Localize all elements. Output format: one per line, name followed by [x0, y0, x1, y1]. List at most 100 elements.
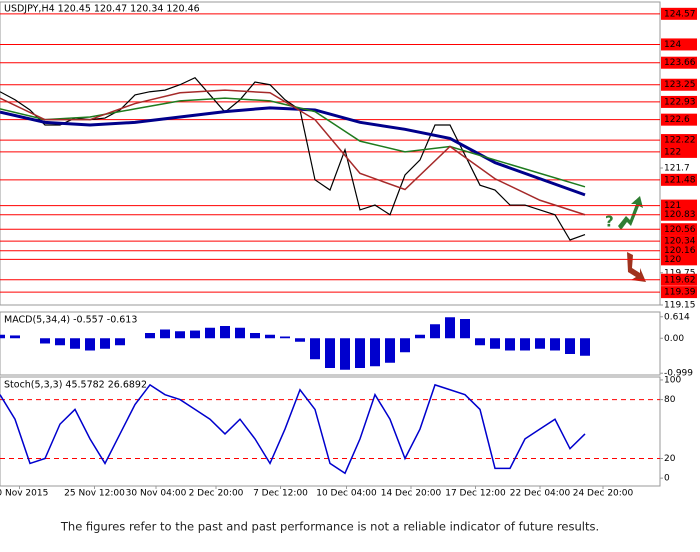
y-tick-label: 0 [664, 474, 670, 484]
x-tick-label: 25 Nov 12:00 [64, 489, 125, 499]
level-label: 122.22 [664, 136, 696, 146]
level-tag [661, 113, 697, 126]
level-tag [661, 95, 697, 108]
level-label: 122 [664, 147, 681, 157]
level-tag [661, 208, 697, 221]
level-tag [661, 173, 697, 186]
level-label: 119.62 [664, 275, 696, 285]
level-tag [661, 273, 697, 286]
level-label: 124 [664, 40, 681, 50]
histogram-bar [580, 338, 590, 356]
level-tag [661, 56, 697, 69]
y-tick-label: 100 [664, 375, 681, 385]
histogram-bar [520, 338, 530, 351]
histogram-bar [40, 338, 50, 344]
chart-title: USDJPY,H4 120.45 120.47 120.34 120.46 [4, 4, 200, 15]
y-tick-label: 20 [664, 454, 676, 464]
level-label: 120.34 [664, 237, 696, 247]
level-label: 121.48 [664, 175, 696, 185]
level-label: 120.56 [664, 225, 696, 235]
histogram-bar [220, 326, 230, 339]
histogram-bar [115, 338, 125, 346]
histogram-bar [370, 338, 380, 367]
histogram-bar [430, 324, 440, 339]
histogram-bar [100, 338, 110, 349]
x-tick-label: 24 Dec 20:00 [573, 489, 634, 499]
stoch-panel [0, 376, 661, 487]
level-label: 120 [664, 255, 681, 265]
histogram-bar [295, 338, 305, 342]
disclaimer: The figures refer to the past and past p… [60, 520, 599, 534]
histogram-bar [535, 338, 545, 349]
histogram-bar [250, 333, 260, 339]
series-line [0, 383, 586, 475]
histogram-bar [340, 338, 350, 370]
histogram-bar [280, 336, 290, 339]
histogram-bar [55, 338, 65, 346]
histogram-bar [190, 330, 200, 339]
level-tag [661, 286, 697, 299]
y-tick-label: -0.999 [664, 369, 693, 379]
x-tick-label: 10 Dec 04:00 [316, 489, 377, 499]
panel-1: 0.614 0.00 -0.999 [0, 312, 693, 379]
panel-2: 100 80 20 0 [0, 375, 681, 484]
level-tag [661, 199, 697, 212]
histogram-bar [475, 338, 485, 346]
level-tag [661, 134, 697, 147]
level-label: 124.57 [664, 9, 696, 19]
level-tag [661, 253, 697, 266]
x-tick-label: 20 Nov 2015 [0, 489, 48, 499]
histogram-bar [400, 338, 410, 353]
level-label: 122.93 [664, 97, 696, 107]
histogram-bar [160, 329, 170, 339]
down-arrow [627, 252, 646, 282]
series-line [0, 106, 586, 197]
y-tick-label: 0.00 [664, 334, 684, 344]
level-label: 119.39 [664, 288, 696, 298]
histogram-bar [415, 334, 425, 339]
macd-panel [0, 311, 661, 376]
level-label: 120.16 [664, 246, 696, 256]
histogram-bar [355, 338, 365, 368]
y-tick-label: 121.7 [664, 164, 690, 174]
y-tick-label: 119.75 [664, 268, 696, 278]
histogram-bar [325, 338, 335, 368]
y-tick-label: 80 [664, 395, 676, 405]
histogram-bar [565, 338, 575, 354]
histogram-bar [175, 331, 185, 339]
level-label: 123.25 [664, 80, 696, 90]
main-panel [0, 1, 661, 306]
histogram-bar [445, 317, 455, 339]
level-label: 123.66 [664, 58, 696, 68]
series-line [0, 77, 586, 241]
histogram-bar [490, 338, 500, 349]
level-label: 121 [664, 201, 681, 211]
histogram-bar [460, 319, 470, 339]
x-tick-label: 17 Dec 12:00 [445, 489, 506, 499]
x-tick-label: 14 Dec 20:00 [381, 489, 442, 499]
histogram-bar [550, 338, 560, 351]
histogram-bar [145, 333, 155, 339]
forecast-arrows: ? [605, 196, 646, 282]
histogram-bar [70, 338, 80, 349]
up-arrow [618, 196, 643, 230]
histogram-bar [85, 338, 95, 351]
level-tag [661, 7, 697, 20]
x-tick-label: 2 Dec 20:00 [189, 489, 244, 499]
level-tag [661, 78, 697, 91]
macd-title: MACD(5,34,4) -0.557 -0.613 [4, 315, 137, 326]
x-tick-label: 30 Nov 04:00 [126, 489, 187, 499]
question-mark: ? [605, 213, 614, 231]
level-tag [661, 235, 697, 248]
level-label: 120.83 [664, 210, 696, 220]
y-tick-label: 119.15 [664, 301, 696, 311]
x-tick-label: 22 Dec 04:00 [510, 489, 571, 499]
stoch-title: Stoch(5,3,3) 45.5782 26.6892 [4, 380, 147, 391]
series-line [0, 97, 586, 188]
y-tick-label: 0.614 [664, 312, 690, 322]
level-tag [661, 223, 697, 236]
histogram-bar [310, 338, 320, 360]
level-label: 122.6 [664, 115, 690, 125]
